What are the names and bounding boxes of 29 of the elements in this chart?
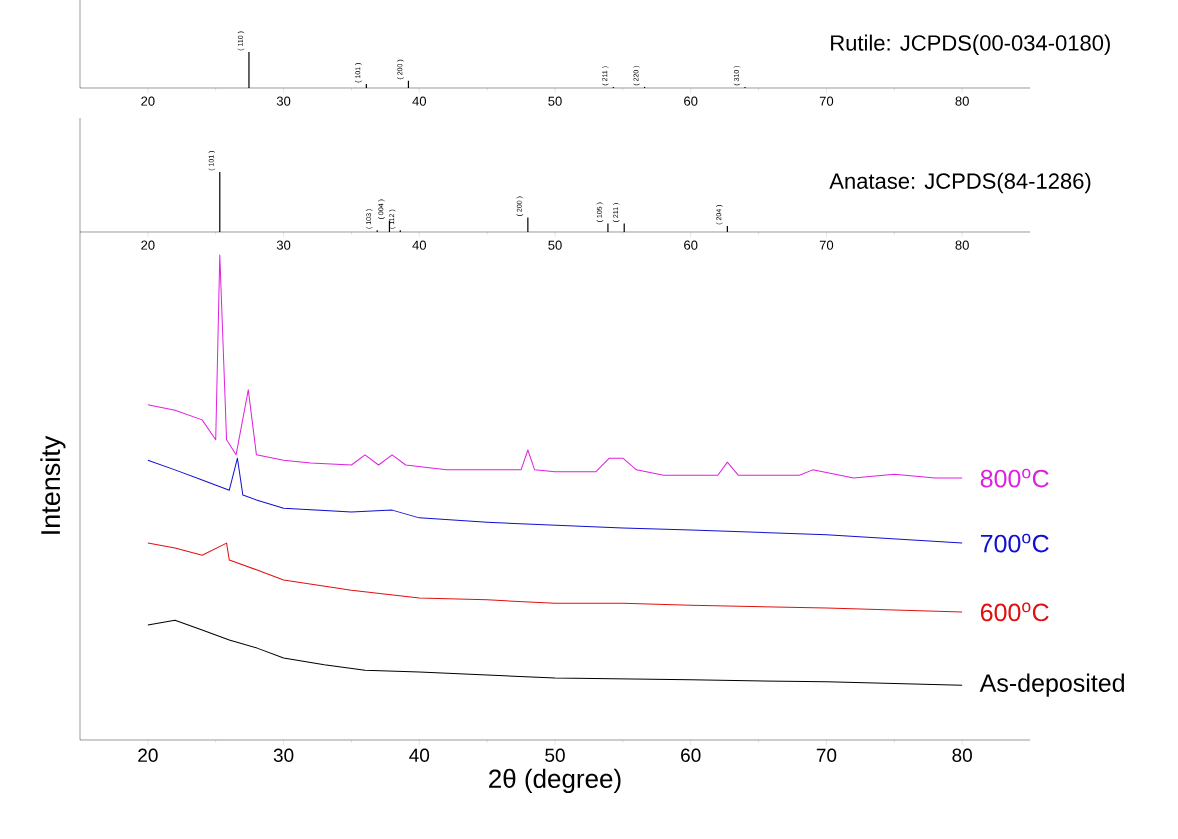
x-tick-label: 70 <box>816 748 837 762</box>
x-tick-label: 40 <box>412 240 427 250</box>
chart-title: Rutile: JCPDS(00-034-0180) <box>831 34 1110 56</box>
series-label: 800$^{o}$C <box>980 468 1049 488</box>
x-tick-label: 20 <box>141 240 155 250</box>
x-tick-label: 50 <box>548 96 562 106</box>
x-tick-label: 70 <box>819 96 834 106</box>
x-tick-label: 80 <box>952 748 972 762</box>
x-tick-label: 30 <box>276 240 291 250</box>
x-tick-label: 30 <box>273 748 294 762</box>
x-tick-label: 80 <box>955 96 969 106</box>
y-axis-title: Intensity <box>40 435 66 534</box>
x-tick-label: 50 <box>548 240 562 250</box>
x-tick-label: 60 <box>681 748 701 762</box>
x-tick-label: 80 <box>955 240 969 250</box>
chart-title: Anatase: JCPDS(84-1286) <box>829 172 1091 194</box>
x-tick-label: 60 <box>684 96 698 106</box>
x-tick-label: 40 <box>412 96 427 106</box>
series-label: As-deposited <box>979 673 1124 697</box>
x-tick-label: 20 <box>141 96 155 106</box>
x-tick-label: 60 <box>684 240 698 250</box>
series-label: 600$^{o}$C <box>980 602 1049 622</box>
x-tick-label: 20 <box>138 748 158 762</box>
series-label: 700$^{o}$C <box>980 533 1049 553</box>
x-tick-label: 40 <box>409 748 430 762</box>
x-tick-label: 30 <box>276 96 291 106</box>
x-axis-title: 2θ (degree) <box>489 768 621 794</box>
x-tick-label: 70 <box>819 240 834 250</box>
x-tick-label: 50 <box>545 748 565 762</box>
